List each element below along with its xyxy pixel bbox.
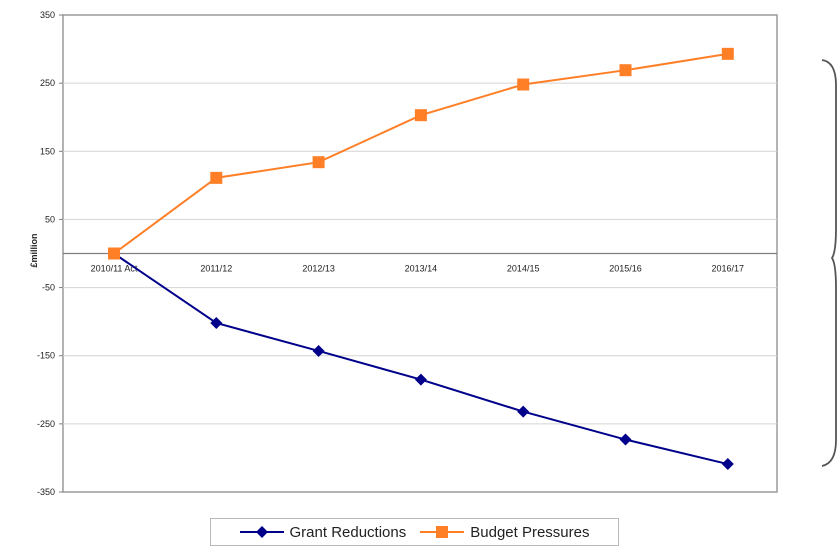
- legend-label-budget-pressures: Budget Pressures: [470, 523, 590, 541]
- legend-item-budget-pressures: Budget Pressures: [420, 524, 589, 541]
- data-point-budget-pressures: [210, 171, 223, 184]
- y-axis-title: £million: [29, 233, 39, 267]
- data-point-budget-pressures: [619, 64, 632, 77]
- y-tick-label: 150: [40, 146, 55, 156]
- y-tick-label: 250: [40, 78, 55, 88]
- data-point-grant-reductions: [210, 317, 223, 330]
- x-tick-label: 2010/11 Act: [91, 264, 138, 274]
- diamond-marker-icon: [239, 526, 284, 538]
- x-tick-label: 2013/14: [405, 264, 438, 274]
- x-tick-label: 2012/13: [302, 264, 335, 274]
- data-point-grant-reductions: [619, 433, 632, 446]
- legend-label-grant-reductions: Grant Reductions: [289, 523, 407, 541]
- data-point-budget-pressures: [312, 156, 325, 169]
- data-point-budget-pressures: [414, 109, 427, 122]
- data-point-budget-pressures: [517, 78, 530, 91]
- x-tick-label: 2016/17: [712, 264, 745, 274]
- curly-brace: [821, 59, 837, 467]
- y-tick-label: -150: [37, 351, 55, 361]
- data-point-grant-reductions: [721, 458, 734, 471]
- y-tick-label: -50: [42, 283, 55, 293]
- data-point-budget-pressures: [108, 247, 120, 260]
- y-tick-label: 50: [45, 214, 55, 224]
- legend-item-grant-reductions: Grant Reductions: [239, 523, 407, 541]
- y-tick-label: -350: [37, 487, 55, 497]
- data-point-grant-reductions: [312, 344, 325, 357]
- x-tick-label: 2015/16: [609, 264, 642, 274]
- square-marker-icon: [420, 526, 465, 538]
- y-tick-label: -250: [37, 419, 55, 429]
- x-tick-label: 2011/12: [200, 264, 232, 274]
- x-tick-label: 2014/15: [507, 264, 540, 274]
- y-tick-label: 350: [40, 10, 55, 20]
- data-point-grant-reductions: [517, 405, 530, 418]
- legend: Grant Reductions Budget Pressures: [210, 518, 619, 546]
- data-point-grant-reductions: [414, 373, 427, 386]
- data-point-budget-pressures: [721, 47, 734, 60]
